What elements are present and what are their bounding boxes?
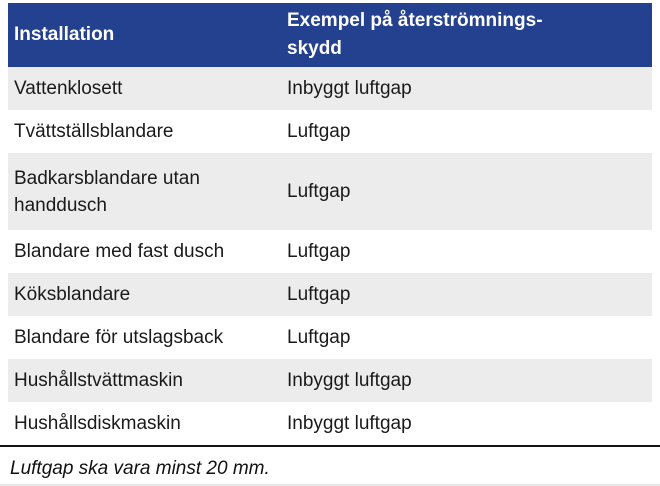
installations-table: Installation Exempel på återströmnings- … — [0, 3, 660, 480]
protection-cell: Inbyggt luftgap — [287, 412, 412, 434]
table-bottom-divider — [0, 445, 660, 447]
protection-cell: Inbyggt luftgap — [287, 77, 412, 99]
table-row: Hushållsdiskmaskin Inbyggt luftgap — [8, 402, 652, 445]
installation-cell: Tvättställsblandare — [14, 121, 174, 142]
table-footnote: Luftgap ska vara minst 20 mm. — [10, 458, 270, 479]
protection-cell: Luftgap — [287, 120, 351, 142]
table-row: Badkarsblandare utan handdusch Luftgap — [8, 153, 652, 230]
table-row: Köksblandare Luftgap — [8, 273, 652, 316]
installation-cell: Köksblandare — [14, 284, 131, 305]
installation-cell: Blandare för utslagsback — [14, 327, 224, 348]
installation-cell: Blandare med fast dusch — [14, 241, 225, 262]
table-header-row: Installation Exempel på återströmnings- … — [8, 3, 652, 67]
installation-cell: Badkarsblandare utan handdusch — [8, 165, 287, 219]
protection-cell: Luftgap — [287, 240, 351, 262]
installation-cell: Hushållsdiskmaskin — [14, 413, 181, 434]
column-header-protection-line1: Exempel på återströmnings- — [287, 10, 543, 31]
protection-cell: Luftgap — [287, 180, 351, 202]
table-body: Vattenklosett Inbyggt luftgap Tvättställ… — [8, 67, 652, 445]
column-header-protection: Exempel på återströmnings- skydd — [287, 5, 652, 65]
column-header-protection-line2: skydd — [287, 38, 342, 59]
column-header-installation: Installation — [14, 24, 115, 45]
page-bottom-edge-line — [0, 484, 660, 486]
installation-cell: Hushållstvättmaskin — [14, 370, 183, 391]
installation-cell: Vattenklosett — [14, 78, 123, 99]
table-row: Tvättställsblandare Luftgap — [8, 110, 652, 153]
installation-cell-text: Badkarsblandare utan handdusch — [14, 167, 200, 216]
protection-cell: Luftgap — [287, 326, 351, 348]
table-row: Vattenklosett Inbyggt luftgap — [8, 67, 652, 110]
protection-cell: Inbyggt luftgap — [287, 369, 412, 391]
table-row: Hushållstvättmaskin Inbyggt luftgap — [8, 359, 652, 402]
table-row: Blandare för utslagsback Luftgap — [8, 316, 652, 359]
protection-cell: Luftgap — [287, 283, 351, 305]
table-row: Blandare med fast dusch Luftgap — [8, 230, 652, 273]
